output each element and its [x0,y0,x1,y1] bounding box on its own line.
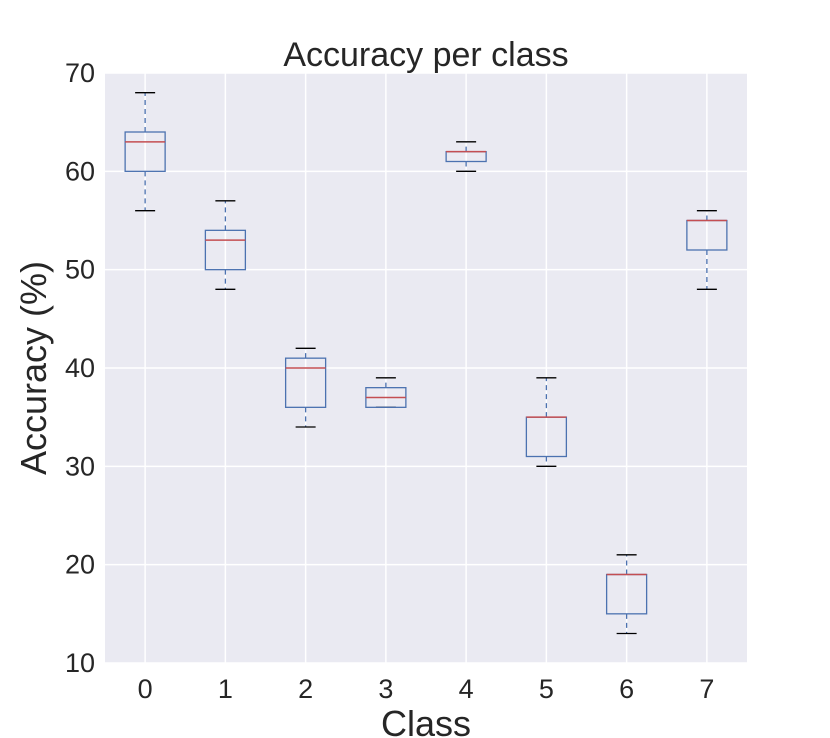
x-axis-label: Class [381,703,471,738]
boxes [124,92,728,635]
iqr-box [204,229,247,271]
x-tick-label: 5 [539,674,554,704]
x-tick-label: 4 [459,674,474,704]
x-tick-label: 7 [699,674,714,704]
box-class-7 [686,210,728,290]
box-class-1 [204,200,247,290]
box-class-5 [525,377,568,467]
box-class-2 [284,347,327,428]
y-tick-label: 30 [65,451,95,481]
x-tick-labels: 0 1 2 3 4 5 6 7 [138,674,715,704]
y-tick-label: 20 [65,550,95,580]
y-tick-label: 60 [65,156,95,186]
chart-title: Accuracy per class [283,36,568,74]
iqr-box [284,357,327,408]
box-class-6 [605,554,648,635]
y-tick-labels: 10 20 30 40 50 60 70 [65,58,95,678]
x-tick-label: 6 [619,674,634,704]
x-tick-label: 3 [378,674,393,704]
box-class-4 [445,141,487,172]
x-tick-label: 2 [298,674,313,704]
x-tick-label: 1 [218,674,233,704]
x-tick-label: 0 [138,674,153,704]
y-tick-label: 10 [65,648,95,678]
y-tick-label: 50 [65,255,95,285]
iqr-box [124,131,166,172]
y-tick-label: 40 [65,353,95,383]
y-axis-label: Accuracy (%) [13,261,54,475]
box-class-3 [365,377,407,408]
y-tick-label: 70 [65,58,95,88]
box-class-0 [124,92,166,212]
